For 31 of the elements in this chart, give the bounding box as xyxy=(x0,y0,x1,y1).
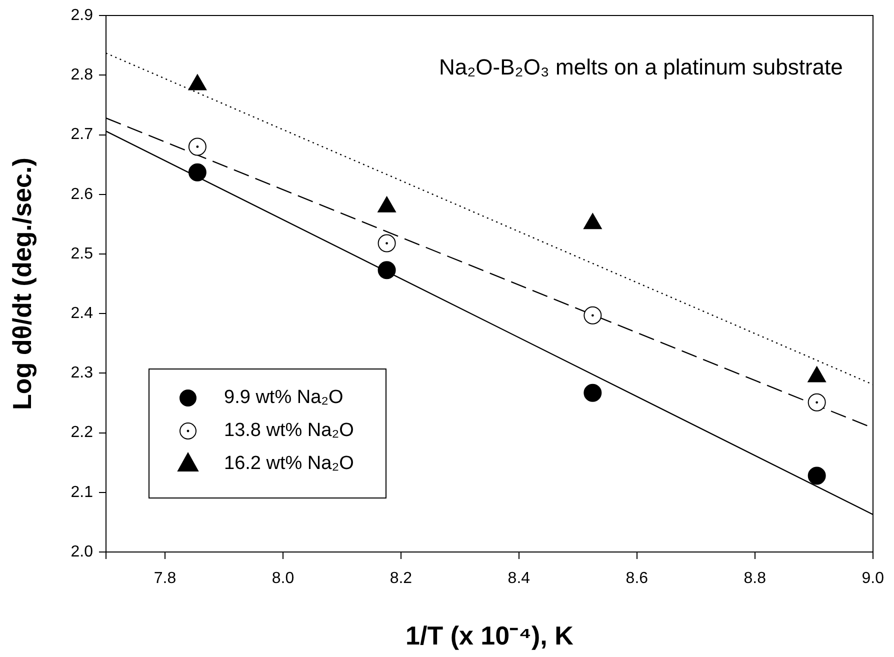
y-tick-label: 2.5 xyxy=(70,245,94,262)
y-tick-label: 2.1 xyxy=(70,484,94,501)
point xyxy=(188,138,206,156)
point xyxy=(584,306,602,324)
x-tick-label: 7.8 xyxy=(154,570,176,588)
x-tick-label: 9.0 xyxy=(862,570,884,588)
y-tick-label: 2.8 xyxy=(70,66,94,84)
y-tick-label: 2.0 xyxy=(70,543,94,560)
y-tick-label: 2.7 xyxy=(70,126,94,144)
x-tick-label: 8.0 xyxy=(272,570,294,588)
point xyxy=(808,466,826,485)
x-tick-label: 8.4 xyxy=(508,570,530,588)
annotation: Na₂O-B₂O₃ melts on a platinum substrate xyxy=(439,54,843,80)
x-tick-label: 8.8 xyxy=(744,570,766,588)
y-tick-label: 2.6 xyxy=(70,186,94,203)
point xyxy=(378,261,396,280)
point xyxy=(584,384,602,402)
point xyxy=(188,163,206,182)
x-tick-label: 8.2 xyxy=(390,570,412,588)
y-tick-label: 2.4 xyxy=(70,305,94,322)
y-tick-label: 2.2 xyxy=(70,424,94,442)
legend-label: 16.2 wt% Na₂O xyxy=(224,453,354,474)
y-tick-label: 2.9 xyxy=(70,7,94,24)
point xyxy=(808,393,826,412)
x-tick-label: 8.6 xyxy=(626,570,648,588)
x-axis-title: 1/T (x 10⁻⁴), K xyxy=(406,620,574,651)
point xyxy=(378,234,396,252)
y-tick-label: 2.3 xyxy=(70,364,94,382)
legend-label: 9.9 wt% Na₂O xyxy=(224,387,344,408)
legend-label: 13.8 wt% Na₂O xyxy=(224,420,354,442)
y-axis-title: Log dθ/dt (deg./sec.) xyxy=(6,158,37,410)
